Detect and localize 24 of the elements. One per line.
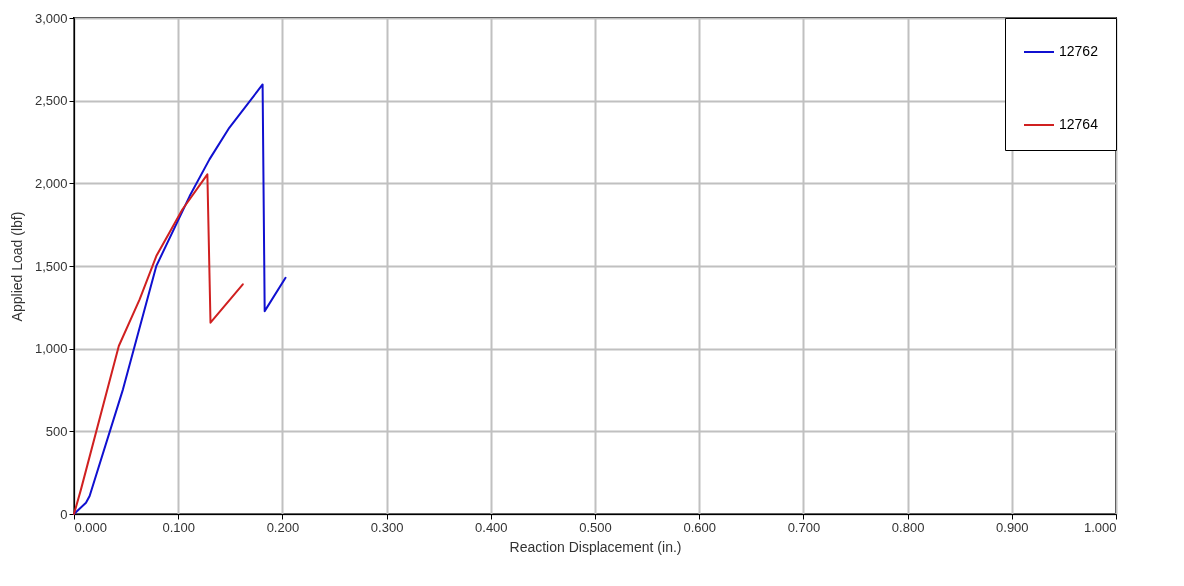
x-tick-label: 0.100 xyxy=(162,519,195,535)
y-axis-title: Applied Load (lbf) xyxy=(8,211,25,322)
x-tick-label: 0.400 xyxy=(475,519,508,535)
y-tick-label: 1,000 xyxy=(34,341,68,357)
y-tick-label: 2,000 xyxy=(34,175,68,191)
x-tick-label: 0.600 xyxy=(683,519,716,535)
x-axis-title: Reaction Displacement (in.) xyxy=(509,538,682,555)
y-tick-label: 500 xyxy=(45,423,68,439)
legend-label: 12764 xyxy=(1059,116,1099,132)
x-tick-label: 0.200 xyxy=(266,519,300,535)
y-tick-label: 2,500 xyxy=(34,93,68,109)
line-series xyxy=(73,83,287,515)
x-tick-label: 0.500 xyxy=(579,519,612,535)
legend-label: 12762 xyxy=(1059,43,1099,59)
x-tick-label: 0.900 xyxy=(996,519,1029,535)
y-tick-label: 0 xyxy=(60,506,68,522)
x-tick-label: 1.000 xyxy=(1083,519,1117,535)
x-tick-label: 0.800 xyxy=(891,519,925,535)
y-tick-label: 3,000 xyxy=(34,10,68,26)
y-tick-label: 1,500 xyxy=(34,258,68,274)
x-tick-label: 0.300 xyxy=(370,519,404,535)
x-tick-label: 0.700 xyxy=(787,519,821,535)
line-series xyxy=(73,173,244,515)
x-tick-label: 0.000 xyxy=(74,519,108,535)
